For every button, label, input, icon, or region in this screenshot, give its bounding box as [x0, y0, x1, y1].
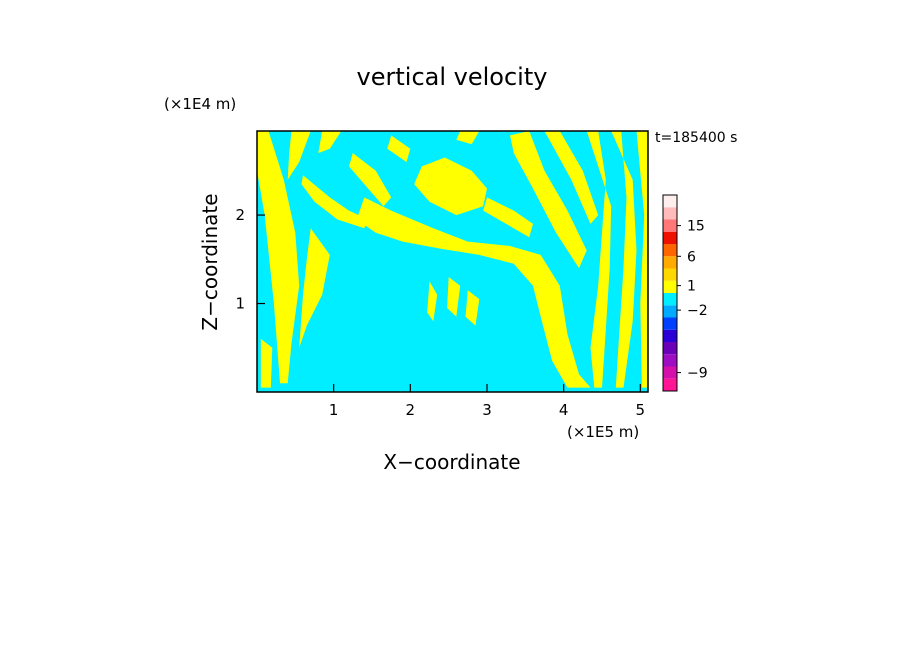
- positive-velocity-region: [447, 277, 461, 317]
- x-axis-label: X−coordinate: [383, 450, 520, 474]
- colorbar-band: [663, 244, 677, 257]
- y-unit-label: (×1E4 m): [164, 95, 236, 113]
- x-tick-label: 4: [559, 401, 569, 419]
- positive-velocity-region: [611, 131, 637, 388]
- colorbar-tick-label: −2: [687, 303, 708, 319]
- positive-velocity-region: [636, 131, 648, 388]
- colorbar-tick-label: 6: [687, 249, 696, 265]
- positive-velocity-region: [287, 131, 311, 180]
- positive-velocity-region: [456, 131, 480, 145]
- colorbar-band: [663, 317, 677, 330]
- y-tick-label: 1: [235, 295, 245, 313]
- positive-velocity-region: [318, 131, 342, 154]
- positive-velocity-region: [299, 228, 330, 348]
- colorbar-band: [663, 354, 677, 367]
- positive-velocity-region: [257, 131, 300, 384]
- colorbar-band: [663, 342, 677, 355]
- positive-velocity-region: [586, 131, 612, 388]
- y-axis-label: Z−coordinate: [198, 193, 222, 330]
- x-tick-label: 3: [482, 401, 492, 419]
- plot-frame: [256, 130, 649, 393]
- colorbar-frame: [662, 194, 678, 392]
- colorbar-tick-label: −9: [687, 366, 708, 382]
- x-axis: 1 2 3 4 5: [329, 384, 645, 419]
- positive-velocity-region: [510, 131, 587, 269]
- colorbar-band: [663, 268, 677, 281]
- colorbar-band: [663, 280, 677, 293]
- x-tick-label: 5: [636, 401, 646, 419]
- colorbar-tick-label: 1: [687, 279, 696, 295]
- colorbar-band: [663, 329, 677, 342]
- colorbar-band: [663, 378, 677, 391]
- colorbar-band: [663, 219, 677, 232]
- colorbar-band: [663, 305, 677, 318]
- colorbar-band: [663, 195, 677, 208]
- y-tick-label: 2: [235, 206, 245, 224]
- colorbar-band: [663, 207, 677, 220]
- positive-velocity-region: [356, 197, 591, 388]
- chart-title: vertical velocity: [357, 63, 548, 91]
- time-label: t=185400 s: [655, 130, 737, 146]
- positive-velocity-region: [483, 197, 533, 238]
- positive-velocity-region: [427, 281, 438, 322]
- x-unit-label: (×1E5 m): [567, 423, 639, 441]
- colorbar-tick-label: 15: [687, 219, 705, 235]
- positive-velocity-region: [349, 153, 392, 207]
- x-tick-label: 1: [329, 401, 339, 419]
- positive-velocity-region: [544, 131, 599, 224]
- velocity-field: [257, 131, 648, 388]
- positive-velocity-region: [414, 157, 487, 216]
- positive-velocity-region: [260, 338, 273, 388]
- positive-velocity-region: [301, 175, 369, 229]
- positive-velocity-region: [465, 290, 480, 326]
- positive-velocity-region: [387, 135, 411, 162]
- colorbar: 15 6 1 −2 −9: [662, 194, 708, 392]
- colorbar-band: [663, 366, 677, 379]
- colorbar-band: [663, 293, 677, 306]
- y-axis: 12: [235, 206, 265, 313]
- colorbar-band: [663, 256, 677, 269]
- x-tick-label: 2: [406, 401, 416, 419]
- colorbar-band: [663, 231, 677, 244]
